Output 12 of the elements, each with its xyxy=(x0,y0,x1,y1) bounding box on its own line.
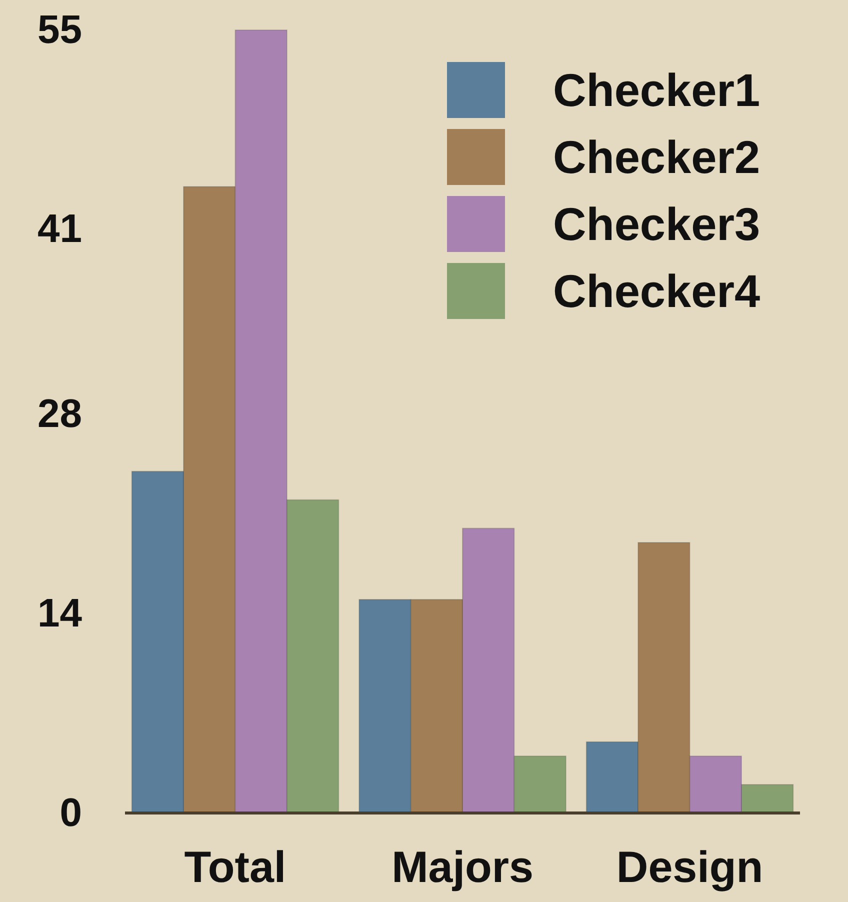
legend-label: Checker1 xyxy=(553,64,760,116)
y-tick-label: 28 xyxy=(38,392,82,436)
y-tick-label: 41 xyxy=(38,207,82,252)
legend-label: Checker2 xyxy=(553,131,760,183)
y-tick-label: 55 xyxy=(38,8,82,52)
x-tick-label: Design xyxy=(616,843,764,892)
y-tick-label: 0 xyxy=(60,790,82,835)
y-tick-label: 14 xyxy=(38,591,83,636)
x-tick-label: Majors xyxy=(392,843,534,892)
x-tick-label: Total xyxy=(184,843,286,892)
legend-label: Checker4 xyxy=(553,265,761,317)
legend-label: Checker3 xyxy=(553,198,760,250)
